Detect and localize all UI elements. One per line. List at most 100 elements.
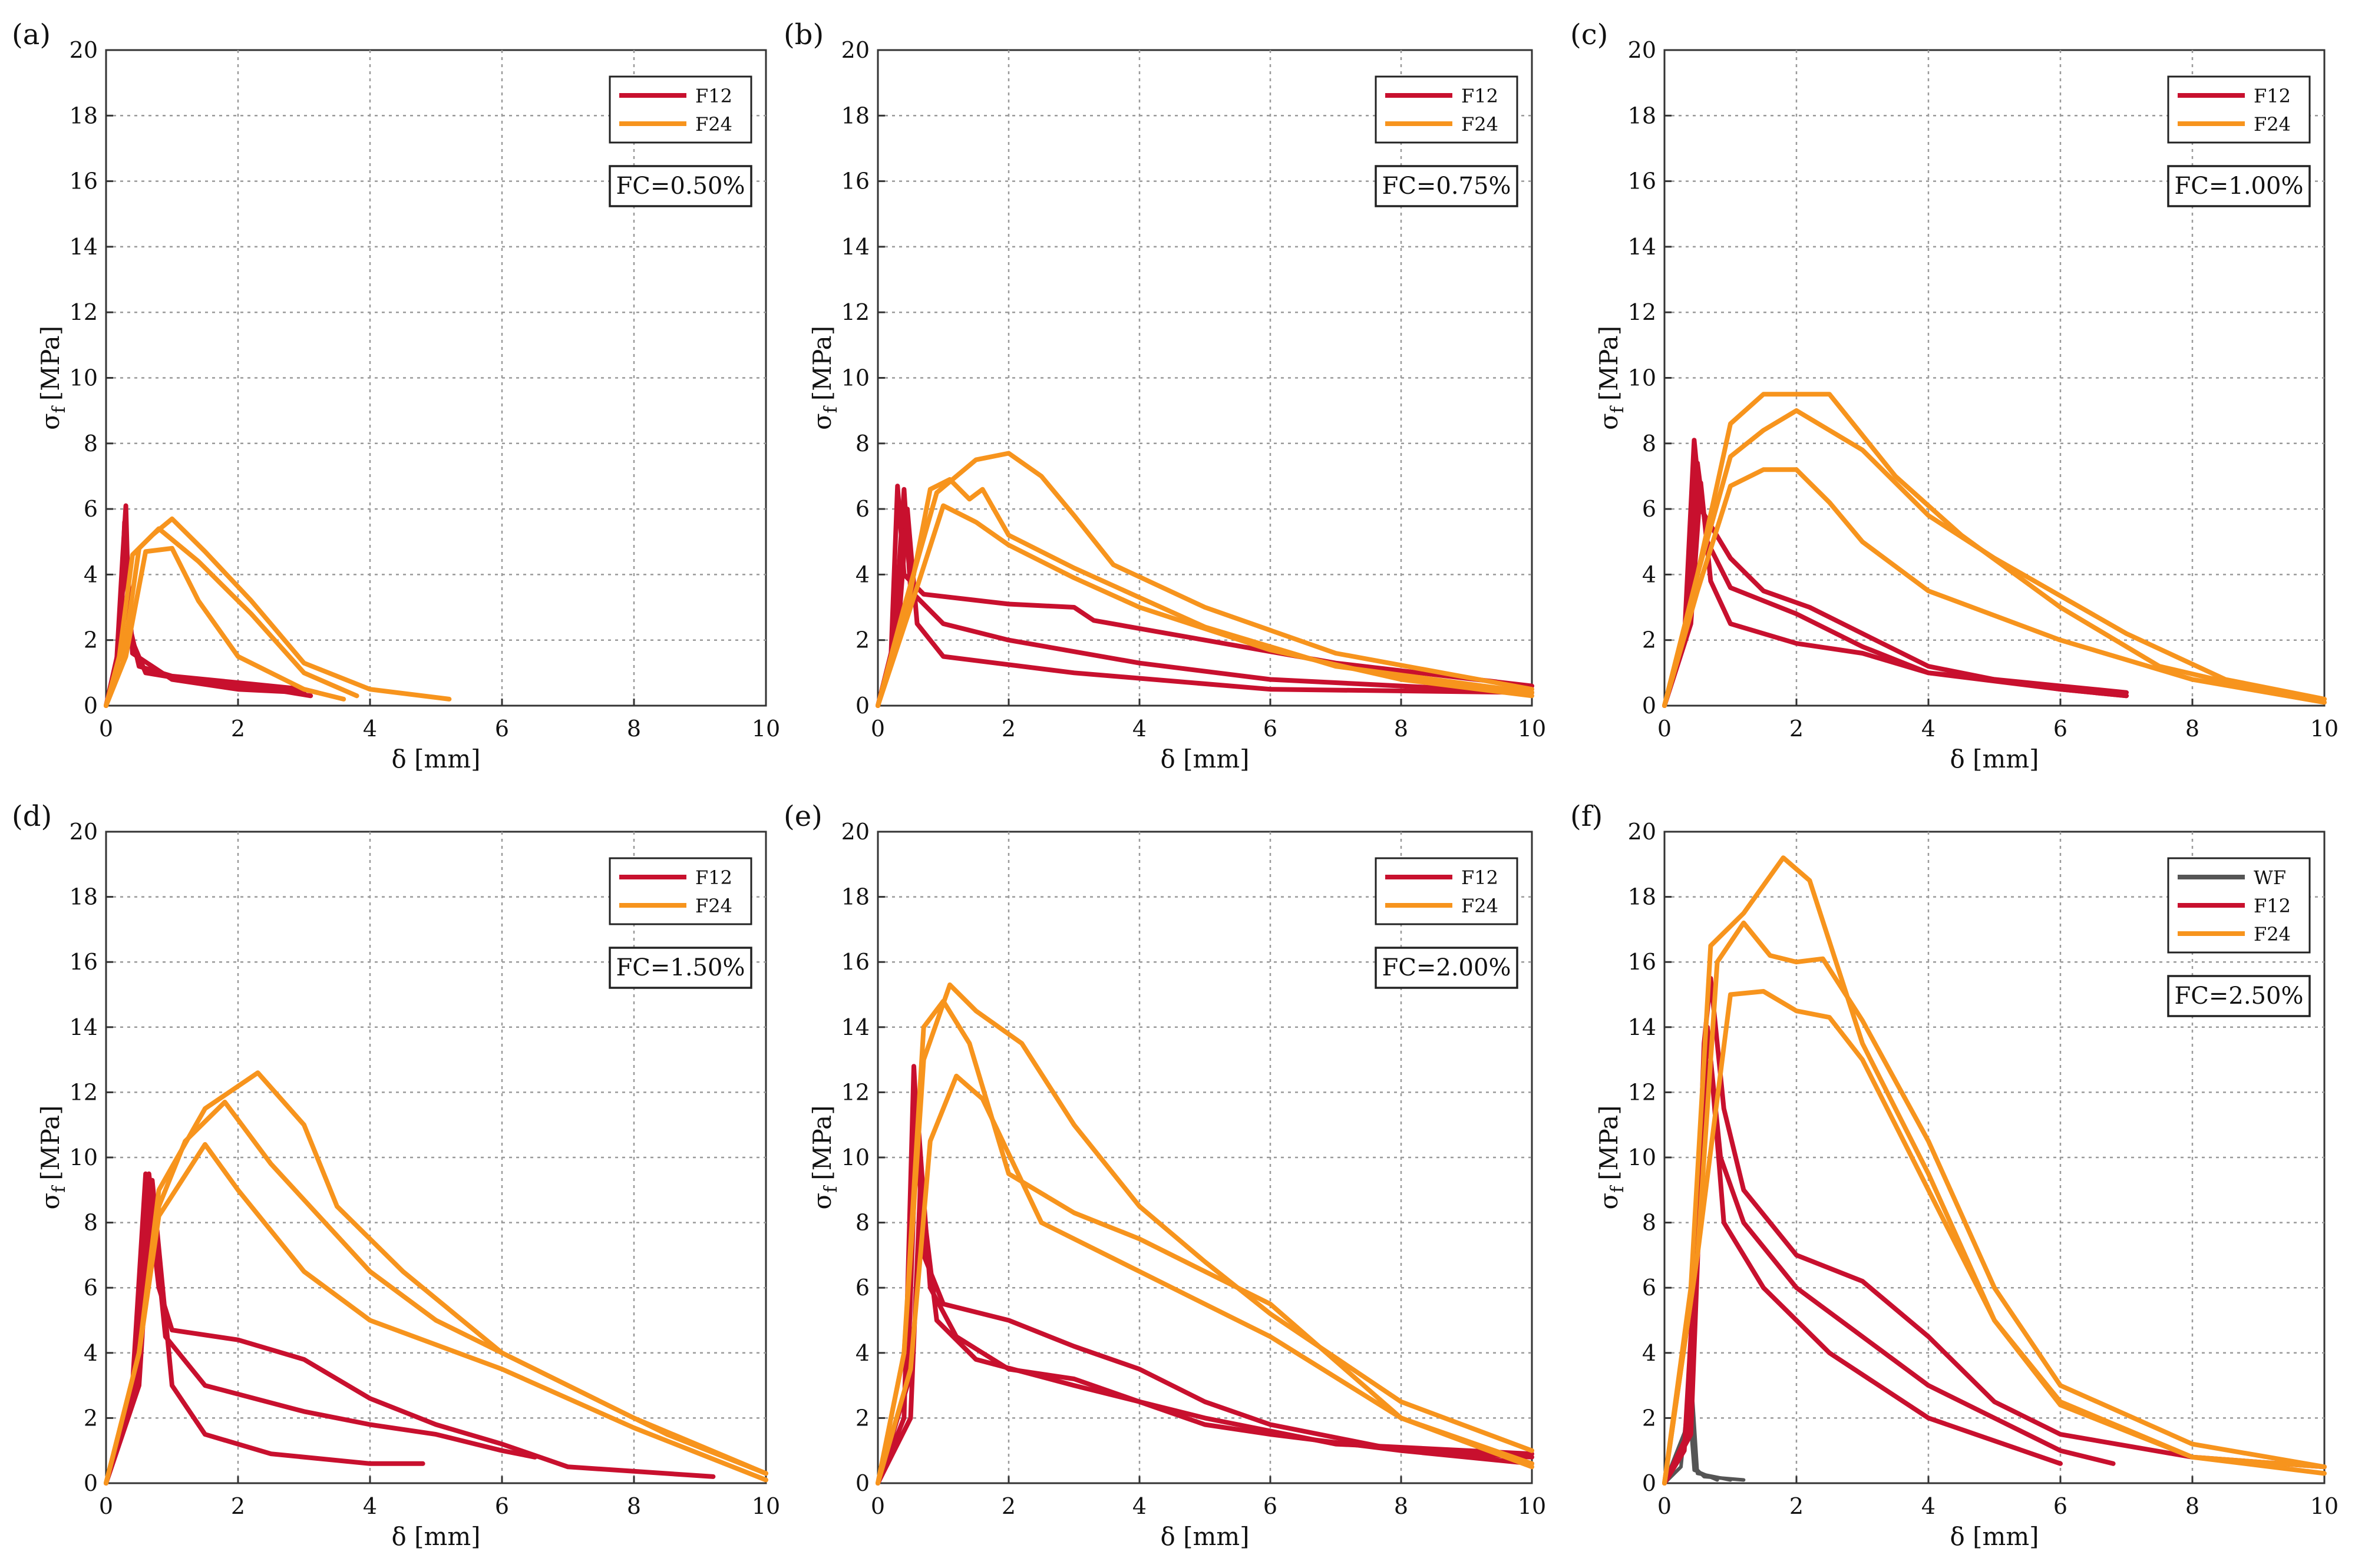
y-tick-label: 0 <box>84 1470 98 1496</box>
panel-label: (c) <box>1570 18 1608 51</box>
y-tick-label: 2 <box>1642 1405 1656 1431</box>
series-line-f12 <box>104 1171 716 1486</box>
y-tick-label: 8 <box>856 431 870 456</box>
x-tick-label: 2 <box>1002 1493 1016 1519</box>
y-tick-label: 18 <box>1628 102 1656 128</box>
x-tick-label: 2 <box>1789 1493 1804 1519</box>
x-tick-label: 2 <box>231 1493 245 1519</box>
x-tick-label: 10 <box>2310 716 2339 742</box>
y-tick-label: 6 <box>1642 1275 1656 1301</box>
series-line-f12 <box>104 1171 537 1486</box>
legend-label: F24 <box>1461 895 1498 917</box>
series-line-f24 <box>1662 920 2327 1486</box>
y-axis-label-subscript: f <box>821 1185 841 1193</box>
y-tick-label: 12 <box>70 299 98 325</box>
y-tick-label: 4 <box>84 1340 98 1366</box>
legend-label: F24 <box>2254 113 2291 135</box>
y-tick-label: 2 <box>1642 627 1656 653</box>
x-tick-label: 10 <box>752 1493 780 1519</box>
y-tick-label: 20 <box>841 37 870 63</box>
y-tick-label: 16 <box>70 168 98 194</box>
y-tick-label: 20 <box>1628 819 1656 845</box>
fc-label-box <box>609 947 752 989</box>
y-tick-label: 4 <box>856 1340 870 1366</box>
x-axis-label: δ [mm] <box>391 745 480 773</box>
y-tick-label: 6 <box>84 496 98 522</box>
y-tick-label: 14 <box>841 234 870 260</box>
y-tick-label: 14 <box>841 1014 870 1040</box>
legend-box <box>1375 857 1518 925</box>
panel-f: 0 2 4 6 8 10 0 2 4 6 8 10 12 14 16 18 20 δ [mm] σf [MPa] (f)… <box>1570 800 2339 1551</box>
y-tick-label: 12 <box>1628 1079 1656 1105</box>
panel-d: 0 2 4 6 8 10 0 2 4 6 8 10 12 14 16 18 20 δ [mm] σf [MPa] (d)… <box>12 800 780 1551</box>
panel-label: (a) <box>12 18 51 51</box>
x-tick-label: 6 <box>1263 716 1277 742</box>
y-tick-label: 18 <box>841 102 870 128</box>
y-tick-label: 8 <box>84 431 98 456</box>
y-tick-label: 16 <box>841 949 870 975</box>
legend-label: F12 <box>1461 85 1498 107</box>
y-tick-label: 16 <box>1628 168 1656 194</box>
x-tick-label: 2 <box>231 716 245 742</box>
y-tick-label: 10 <box>841 1144 870 1170</box>
x-tick-label: 2 <box>1002 716 1016 742</box>
y-tick-label: 0 <box>856 693 870 719</box>
series-line-f24 <box>1662 392 2327 708</box>
legend-label: F24 <box>2254 923 2291 945</box>
y-tick-label: 6 <box>1642 496 1656 522</box>
x-tick-label: 8 <box>627 1493 641 1519</box>
x-axis-label: δ [mm] <box>391 1522 480 1551</box>
y-axis-label-symbol: σ <box>36 1193 65 1210</box>
series-line-f24 <box>876 451 1534 708</box>
x-tick-label: 10 <box>2310 1493 2339 1519</box>
x-tick-label: 10 <box>1518 716 1546 742</box>
y-axis-label: σf [MPa] <box>808 326 841 430</box>
series-line-f24 <box>1662 408 2327 708</box>
y-axis-label: σf [MPa] <box>36 1106 70 1210</box>
y-tick-label: 10 <box>1628 365 1656 391</box>
plot-frame <box>105 49 767 707</box>
fc-label-box <box>609 165 752 207</box>
y-axis-label-symbol: σ <box>808 413 837 430</box>
legend-label: F12 <box>2254 895 2291 917</box>
y-tick-label: 4 <box>856 561 870 587</box>
x-tick-label: 10 <box>1518 1493 1546 1519</box>
fc-label: FC=0.50% <box>616 173 745 200</box>
x-axis-label: δ [mm] <box>1160 1522 1249 1551</box>
y-axis-label-unit: [MPa] <box>36 1106 65 1180</box>
y-axis-label-unit: [MPa] <box>808 326 837 401</box>
panel-label: (d) <box>12 800 52 833</box>
y-tick-label: 10 <box>1628 1144 1656 1170</box>
fc-label-box <box>1375 165 1518 207</box>
x-tick-label: 6 <box>2053 716 2067 742</box>
y-tick-label: 14 <box>70 1014 98 1040</box>
y-tick-label: 0 <box>1642 1470 1656 1496</box>
legend-label: WF <box>2254 866 2286 889</box>
y-axis-label-unit: [MPa] <box>1594 1106 1623 1180</box>
x-tick-label: 10 <box>752 716 780 742</box>
series-line-f12 <box>1662 1057 2063 1486</box>
y-tick-label: 2 <box>84 627 98 653</box>
y-axis-label-symbol: σ <box>1594 1193 1623 1210</box>
y-tick-label: 20 <box>70 37 98 63</box>
y-axis-label-subscript: f <box>1607 1185 1628 1193</box>
x-tick-label: 8 <box>1394 1493 1408 1519</box>
x-tick-label: 4 <box>1132 716 1147 742</box>
y-tick-label: 0 <box>84 693 98 719</box>
y-axis-label: σf [MPa] <box>1594 326 1628 430</box>
y-tick-label: 10 <box>841 365 870 391</box>
x-tick-label: 4 <box>1921 1493 1935 1519</box>
legend-box <box>609 857 752 925</box>
series-line-f12 <box>1662 480 2129 708</box>
x-tick-label: 0 <box>1657 716 1672 742</box>
x-tick-label: 0 <box>99 1493 113 1519</box>
y-tick-label: 8 <box>84 1210 98 1236</box>
y-tick-label: 20 <box>70 819 98 845</box>
y-tick-label: 18 <box>1628 884 1656 910</box>
y-tick-label: 8 <box>1642 1210 1656 1236</box>
y-tick-label: 0 <box>1642 693 1656 719</box>
y-axis-label: σf [MPa] <box>36 326 70 430</box>
panel-e: 0 2 4 6 8 10 0 2 4 6 8 10 12 14 16 18 20 δ [mm] σf [MPa] (e)… <box>784 800 1546 1551</box>
y-axis-label-unit: [MPa] <box>1594 326 1623 401</box>
